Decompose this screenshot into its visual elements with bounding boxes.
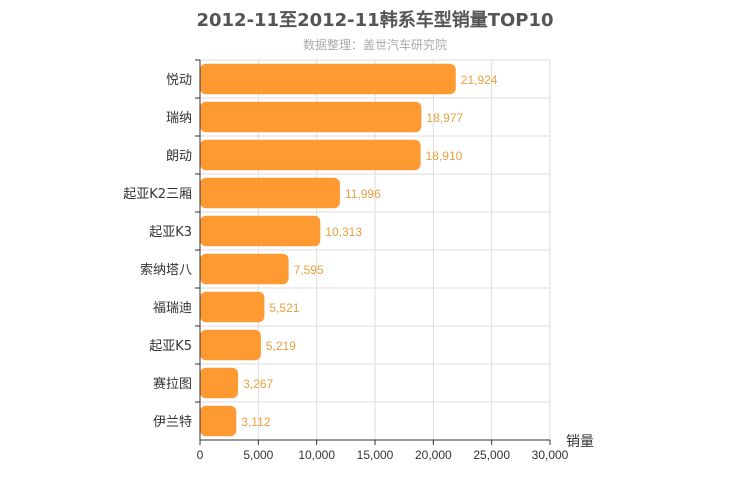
bar[interactable] xyxy=(200,139,421,171)
chart-title: 2012-11至2012-11韩系车型销量TOP10 xyxy=(196,10,554,31)
y-tick-label: 起亚K5 xyxy=(149,339,192,354)
y-tick-label: 悦动 xyxy=(166,73,192,88)
y-tick-label: 起亚K2三厢 xyxy=(123,187,192,202)
x-tick-label: 30,000 xyxy=(532,448,569,462)
chart-subtitle: 数据整理：盖世汽车研究院 xyxy=(302,38,447,52)
y-tick-label: 伊兰特 xyxy=(153,415,192,430)
bar[interactable] xyxy=(200,215,321,247)
y-tick-label: 瑞纳 xyxy=(166,111,192,126)
x-tick-label: 0 xyxy=(197,448,204,462)
grid-lines xyxy=(200,59,551,441)
bar-value-label: 5,219 xyxy=(266,339,296,353)
x-tick-label: 5,000 xyxy=(243,448,273,462)
y-tick-label: 起亚K3 xyxy=(149,225,192,240)
bar-value-label: 21,924 xyxy=(461,73,498,87)
y-tick-label: 福瑞迪 xyxy=(153,301,192,316)
bar-value-label: 3,267 xyxy=(243,377,273,391)
bar-value-label: 18,977 xyxy=(426,111,463,125)
bar-value-label: 5,521 xyxy=(269,301,299,315)
y-tick-label: 朗动 xyxy=(166,149,192,164)
y-tick-label: 赛拉图 xyxy=(153,376,192,392)
x-tick-label: 10,000 xyxy=(298,448,335,462)
bar-value-label: 11,996 xyxy=(345,187,381,201)
bar[interactable] xyxy=(200,177,340,209)
bar[interactable] xyxy=(200,291,265,323)
bar[interactable] xyxy=(200,63,456,95)
x-tick-label: 20,000 xyxy=(415,448,452,462)
bar-value-label: 7,595 xyxy=(294,263,324,277)
bar[interactable] xyxy=(200,405,237,437)
x-axis-title: 销量 xyxy=(566,433,594,449)
bar-value-label: 18,910 xyxy=(426,149,463,163)
bar[interactable] xyxy=(200,101,422,133)
y-tick-label: 索纳塔八 xyxy=(140,263,192,278)
bar-value-label: 3,112 xyxy=(241,415,270,429)
bar[interactable] xyxy=(200,253,289,285)
x-tick-label: 25,000 xyxy=(473,448,510,462)
bar-value-label: 10,313 xyxy=(325,225,362,239)
bars: 21,924 18,977 18,910 11,996 10,313 7,595 5,521… xyxy=(200,63,498,437)
bar[interactable] xyxy=(200,329,261,361)
x-tick-label: 15,000 xyxy=(357,448,394,462)
bar[interactable] xyxy=(200,367,239,399)
